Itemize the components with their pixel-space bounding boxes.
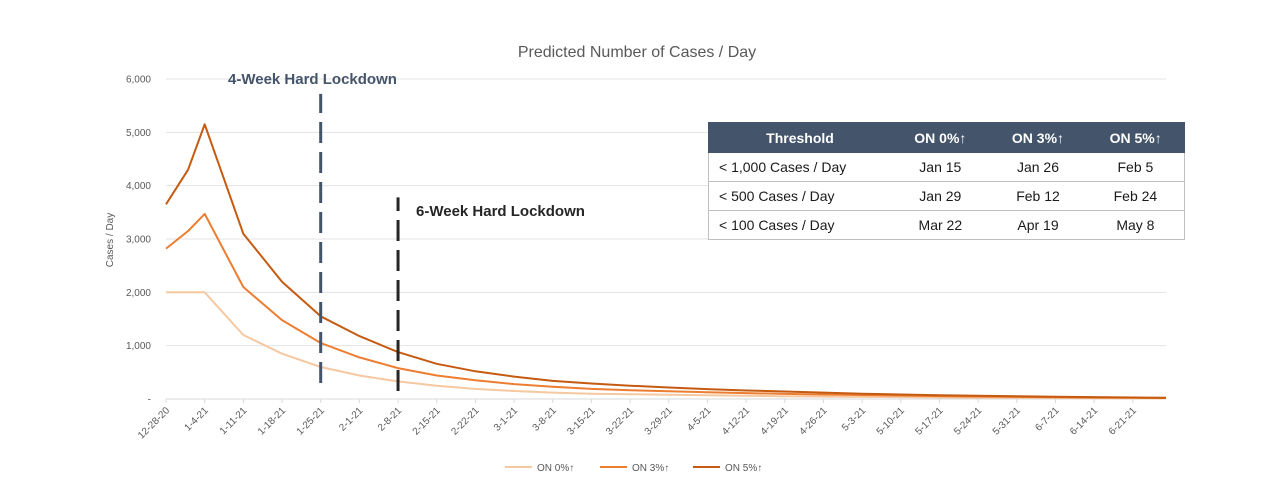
x-tick-label: 5-31-21 — [991, 405, 1023, 437]
x-tick-label: 5-10-21 — [875, 405, 907, 437]
x-tick-label: 1-25-21 — [295, 405, 327, 437]
series-line — [165, 123, 1167, 399]
series-line — [165, 212, 1167, 399]
table-cell: Feb 24 — [1086, 181, 1185, 211]
legend: ON 0%↑ ON 3%↑ ON 5%↑ — [505, 463, 762, 474]
legend-label: ON 5%↑ — [725, 463, 762, 474]
table-header-row: Threshold ON 0%↑ ON 3%↑ ON 5%↑ — [708, 122, 1185, 153]
x-tick-label: 6-14-21 — [1068, 405, 1100, 437]
x-tick-label: 5-24-21 — [952, 405, 984, 437]
legend-label: ON 0%↑ — [537, 463, 574, 474]
table-cell: < 500 Cases / Day — [708, 181, 892, 211]
x-tick-label: 3-1-21 — [492, 405, 521, 434]
x-tick-label: 4-5-21 — [685, 405, 714, 434]
x-tick-label: 2-15-21 — [411, 405, 443, 437]
threshold-table: Threshold ON 0%↑ ON 3%↑ ON 5%↑ < 1,000 C… — [708, 122, 1185, 240]
table-row: < 500 Cases / Day Jan 29 Feb 12 Feb 24 — [708, 181, 1185, 211]
lockdown-label: 4-Week Hard Lockdown — [228, 71, 397, 88]
x-tick-label: 12-28-20 — [136, 405, 172, 441]
x-tick-label: 3-29-21 — [643, 405, 675, 437]
table-row: < 100 Cases / Day Mar 22 Apr 19 May 8 — [708, 210, 1185, 240]
x-tick-label: 1-4-21 — [183, 405, 212, 434]
x-tick-label: 4-12-21 — [720, 405, 752, 437]
x-tick-label: 1-18-21 — [256, 405, 288, 437]
y-tick-label: 5,000 — [126, 128, 151, 139]
table-cell: Mar 22 — [891, 210, 990, 240]
table-cell: May 8 — [1086, 210, 1185, 240]
x-tick-label: 5-17-21 — [913, 405, 945, 437]
table-cell: Apr 19 — [989, 210, 1087, 240]
table-cell: Feb 5 — [1086, 152, 1185, 182]
table-cell: Feb 12 — [989, 181, 1087, 211]
table-cell: Jan 15 — [891, 152, 990, 182]
x-tick-label: 4-26-21 — [797, 405, 829, 437]
x-tick-label: 3-15-21 — [565, 405, 597, 437]
table-cell: Jan 29 — [891, 181, 990, 211]
x-tick-label: 6-21-21 — [1107, 405, 1139, 437]
table-header-cell: ON 0%↑ — [891, 122, 990, 153]
y-axis-title: Cases / Day — [105, 213, 116, 267]
gridlines — [166, 78, 1166, 347]
table-cell: < 100 Cases / Day — [708, 210, 892, 240]
table-header-cell: ON 5%↑ — [1086, 122, 1185, 153]
series-group — [165, 123, 1167, 400]
x-tick-label: 5-3-21 — [840, 405, 869, 434]
x-axis: 12-28-20 1-4-21 1-11-21 1-18-21 1-25-21 2-1-2… — [136, 398, 1166, 441]
y-tick-label: - — [148, 395, 151, 406]
y-tick-label: 4,000 — [126, 181, 151, 192]
x-tick-label: 1-11-21 — [218, 405, 250, 437]
lockdown-label: 6-Week Hard Lockdown — [416, 203, 585, 220]
x-tick-label: 2-22-21 — [449, 405, 481, 437]
x-tick-label: 6-7-21 — [1033, 405, 1062, 434]
table-cell: < 1,000 Cases / Day — [708, 152, 892, 182]
x-tick-label: 3-22-21 — [604, 405, 636, 437]
y-tick-label: 2,000 — [126, 288, 151, 299]
x-tick-label: 3-8-21 — [531, 405, 560, 434]
table-header-cell: Threshold — [708, 122, 892, 153]
x-tick-label: 2-8-21 — [376, 405, 405, 434]
x-tick-label: 2-1-21 — [337, 405, 366, 434]
table-cell: Jan 26 — [989, 152, 1087, 182]
table-row: < 1,000 Cases / Day Jan 15 Jan 26 Feb 5 — [708, 152, 1185, 182]
x-tick-label: 4-19-21 — [759, 405, 791, 437]
table-header-cell: ON 3%↑ — [988, 122, 1088, 153]
chart-title: Predicted Number of Cases / Day — [518, 44, 756, 61]
legend-label: ON 3%↑ — [632, 463, 669, 474]
y-tick-label: 6,000 — [126, 75, 151, 86]
y-tick-label: 3,000 — [126, 235, 151, 246]
annotations: 4-Week Hard Lockdown 6-Week Hard Lockdown — [228, 71, 585, 391]
y-axis: - 1,000 2,000 3,000 4,000 5,000 6,000 — [126, 75, 151, 406]
y-tick-label: 1,000 — [126, 341, 151, 352]
